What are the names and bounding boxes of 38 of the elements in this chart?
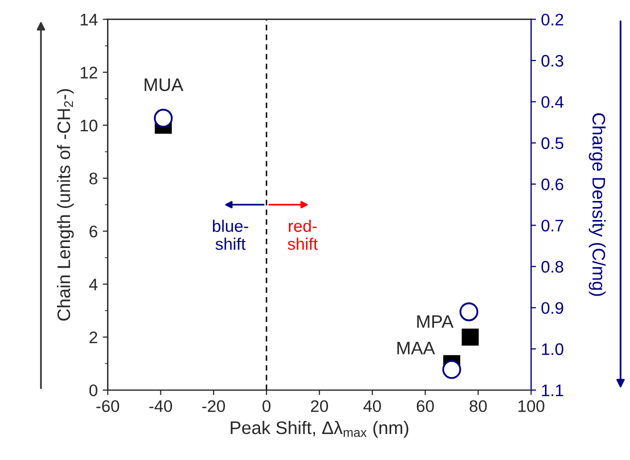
y-tick-label: 12 xyxy=(80,66,98,78)
y2-tick-label: 1.0 xyxy=(542,343,564,356)
x-tick-label: -20 xyxy=(202,400,225,412)
data-label: MAA xyxy=(397,342,436,354)
x-tick-label: 100 xyxy=(518,400,544,412)
x-tick-label: 60 xyxy=(416,400,434,412)
x-tick-label: -60 xyxy=(96,400,120,412)
point xyxy=(462,328,479,346)
y-tick-label: 2 xyxy=(90,332,98,344)
y-tick-label: 10 xyxy=(80,120,98,132)
y2-tick-label: 0.9 xyxy=(541,302,564,314)
y2-tick-label: 1.1 xyxy=(542,384,564,396)
x-tick-label: 20 xyxy=(310,400,328,412)
x-axis-title: Peak Shift, Δλ$_{max}$ (nm) xyxy=(230,420,408,438)
y2-tick-label: 0.8 xyxy=(541,260,564,273)
x-tick-label: -40 xyxy=(149,400,172,412)
y2-tick-label: 0.7 xyxy=(541,220,564,232)
x-tick-label: 40 xyxy=(363,400,381,412)
y2-tick-label: 0.6 xyxy=(541,178,564,190)
point xyxy=(442,360,462,379)
y2-tick-label: 0.3 xyxy=(541,54,564,67)
y-tick-label: 6 xyxy=(90,226,98,238)
annotation: blue- shift xyxy=(212,220,248,250)
y-axis-title: Chain Length (units of -CH$_{2}$-) xyxy=(56,89,74,321)
y2-tick-label: 0.5 xyxy=(541,137,564,150)
y2-tick-label: 0.4 xyxy=(541,96,564,108)
y-tick-label: 0 xyxy=(89,384,98,396)
x-tick-label: 80 xyxy=(470,400,487,412)
annotation: red- shift xyxy=(288,220,318,250)
y-tick-label: 4 xyxy=(89,278,98,290)
x-tick-label: 0 xyxy=(262,400,270,412)
y-tick-label: 14 xyxy=(80,14,98,26)
data-label: MPA xyxy=(417,315,454,328)
data-label: MUA xyxy=(144,78,184,92)
y-tick-label: 8 xyxy=(89,172,98,184)
y2-axis-title: Charge Density (C/mg) xyxy=(588,113,606,296)
y2-tick-label: 0.2 xyxy=(541,14,564,26)
point xyxy=(154,108,173,128)
